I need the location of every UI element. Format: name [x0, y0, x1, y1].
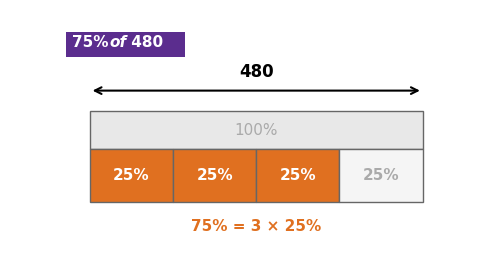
Text: 75%: 75%	[72, 35, 114, 50]
FancyBboxPatch shape	[256, 149, 339, 202]
FancyBboxPatch shape	[173, 149, 256, 202]
Text: 25%: 25%	[363, 168, 399, 183]
FancyBboxPatch shape	[339, 149, 423, 202]
Text: 25%: 25%	[279, 168, 316, 183]
Text: 480: 480	[126, 35, 163, 50]
Text: of: of	[109, 35, 127, 50]
Text: 25%: 25%	[113, 168, 150, 183]
Text: 100%: 100%	[235, 123, 278, 138]
FancyBboxPatch shape	[66, 28, 185, 57]
FancyBboxPatch shape	[90, 149, 173, 202]
Text: 480: 480	[239, 63, 274, 81]
FancyBboxPatch shape	[90, 112, 423, 149]
Text: 25%: 25%	[196, 168, 233, 183]
Text: 75% = 3 × 25%: 75% = 3 × 25%	[191, 219, 321, 234]
